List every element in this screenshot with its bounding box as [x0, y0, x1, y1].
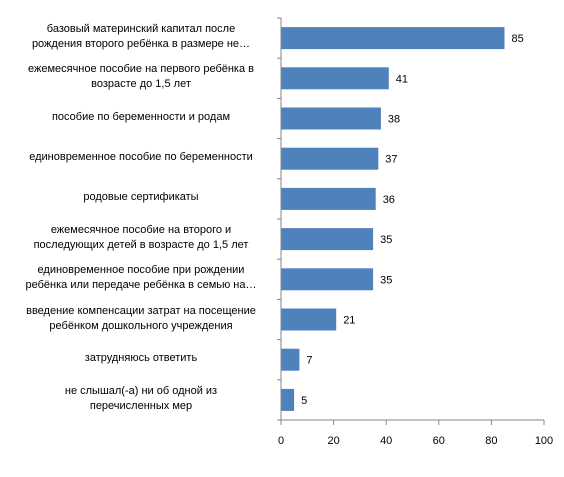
x-tick-label: 80	[485, 435, 497, 447]
data-label: 7	[306, 355, 312, 367]
data-label: 41	[396, 73, 408, 85]
data-label: 21	[343, 315, 355, 327]
category-label: затрудняюсь ответить	[84, 352, 198, 365]
category-label: ежемесячное пособие на второго и последу…	[33, 224, 249, 252]
category-label: единовременное пособие при рождении ребё…	[25, 264, 257, 292]
data-label: 36	[383, 194, 395, 206]
x-tick-label: 40	[380, 435, 392, 447]
data-label: 35	[380, 234, 392, 246]
bar	[281, 187, 376, 210]
category-label: введение компенсации затрат на посещение…	[26, 304, 256, 332]
bar	[281, 107, 381, 130]
category-label: не слышал(-а) ни об одной из перечисленн…	[64, 384, 218, 412]
bar	[281, 67, 389, 90]
bar	[281, 348, 300, 371]
bar	[281, 388, 295, 411]
data-label: 5	[301, 395, 307, 407]
category-label: ежемесячное пособие на первого ребёнка в…	[27, 63, 255, 91]
x-tick-label: 60	[433, 435, 445, 447]
data-label: 37	[385, 154, 397, 166]
x-tick-label: 100	[535, 435, 553, 447]
data-label: 85	[512, 33, 524, 45]
bar	[281, 147, 379, 170]
category-label: родовые сертификаты	[83, 191, 199, 204]
data-label: 35	[380, 274, 392, 286]
category-label: пособие по беременности и родам	[51, 111, 231, 123]
data-label: 38	[388, 114, 400, 126]
bar	[281, 268, 374, 291]
bar	[281, 228, 374, 251]
category-label: единовременное пособие по беременности	[29, 151, 253, 164]
category-label: базовый материнский капитал после рожден…	[31, 23, 251, 51]
bar	[281, 308, 337, 331]
x-tick-label: 20	[327, 435, 339, 447]
bar	[281, 27, 505, 50]
x-tick-label: 0	[278, 435, 284, 447]
